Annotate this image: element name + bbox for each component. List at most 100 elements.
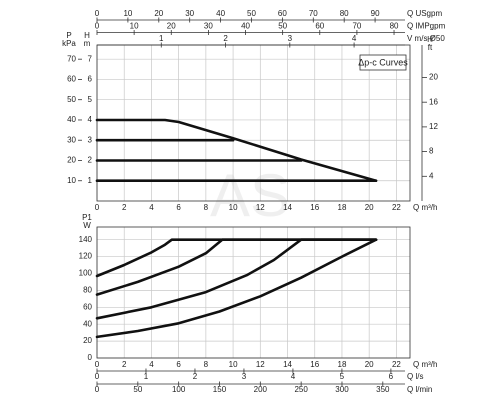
x-axis-label: Q m³/h (413, 203, 437, 212)
y2-tick-label: 12 (429, 122, 438, 131)
secondary-tick-label: 10 (130, 22, 139, 31)
y3-tick-label: 10 (67, 176, 76, 185)
y-tick-label: 7 (88, 54, 93, 63)
secondary-tick-label: 60 (315, 22, 324, 31)
secondary-tick-label: 20 (167, 22, 176, 31)
secondary-tick-label: 0 (95, 9, 100, 18)
x-tick-label: 16 (310, 203, 319, 212)
secondary-tick-label: 2 (223, 34, 228, 43)
x-axis-label: Q m³/h (413, 360, 437, 369)
x-tick-label: 6 (176, 203, 181, 212)
secondary-axis-label: V m/s Ø50 (407, 34, 445, 43)
secondary-tick-label: 6 (389, 372, 394, 381)
y2-tick-label: 4 (429, 171, 434, 180)
secondary-tick-label: 50 (247, 9, 256, 18)
y3-tick-label: 30 (67, 135, 76, 144)
x-tick-label: 22 (392, 360, 401, 369)
secondary-tick-label: 50 (133, 385, 142, 394)
x-tick-label: 4 (149, 203, 154, 212)
y-tick-label: 60 (83, 302, 92, 311)
curve (95, 238, 378, 339)
secondary-tick-label: 50 (278, 22, 287, 31)
secondary-tick-label: 20 (154, 9, 163, 18)
annotation: Δp-c Curves (358, 57, 408, 67)
plot-frame (96, 226, 411, 359)
y3-tick-label: 60 (67, 75, 76, 84)
x-tick-label: 18 (338, 360, 347, 369)
y3-tick-label: 50 (67, 95, 76, 104)
secondary-tick-label: 80 (340, 9, 349, 18)
secondary-tick-label: 3 (242, 372, 247, 381)
secondary-tick-label: 200 (254, 385, 268, 394)
x-tick-label: 0 (95, 360, 100, 369)
secondary-axis-label: Q USgpm (407, 9, 442, 18)
secondary-tick-label: 1 (159, 34, 164, 43)
annotation-box (359, 54, 407, 71)
y3-axis-label: kPa (62, 39, 76, 48)
y-axis-label: P1 (82, 213, 92, 222)
y-tick-label: 5 (88, 95, 93, 104)
y2-tick-label: 20 (429, 73, 438, 82)
y-tick-label: 20 (83, 336, 92, 345)
secondary-tick-label: 5 (340, 372, 345, 381)
x-tick-label: 12 (256, 360, 265, 369)
secondary-tick-label: 1 (144, 372, 149, 381)
y-tick-label: 40 (83, 319, 92, 328)
y-tick-label: 120 (79, 252, 93, 261)
y2-tick-label: 16 (429, 97, 438, 106)
x-tick-label: 8 (204, 203, 209, 212)
curve (95, 238, 378, 296)
y-axis-label: m (84, 39, 91, 48)
curve (95, 118, 378, 182)
x-tick-label: 12 (256, 203, 265, 212)
y3-tick-label: 20 (67, 156, 76, 165)
secondary-tick-label: 40 (216, 9, 225, 18)
secondary-tick-label: 150 (213, 385, 227, 394)
y-tick-label: 80 (83, 285, 92, 294)
y-axis-label: H (84, 31, 90, 40)
x-tick-label: 20 (365, 203, 374, 212)
secondary-axis-label: Q IMPgpm (407, 22, 446, 31)
secondary-axis-label: Q l/min (407, 385, 432, 394)
x-tick-label: 2 (122, 360, 127, 369)
x-tick-label: 2 (122, 203, 127, 212)
y-tick-label: 0 (88, 353, 93, 362)
secondary-tick-label: 30 (185, 9, 194, 18)
y-tick-label: 4 (88, 115, 93, 124)
x-tick-label: 14 (283, 360, 292, 369)
y2-tick-label: 8 (429, 147, 434, 156)
y-axis-label: W (83, 221, 91, 230)
y-tick-label: 3 (88, 135, 93, 144)
secondary-tick-label: 0 (95, 385, 100, 394)
x-tick-label: 6 (176, 360, 181, 369)
y-tick-label: 6 (88, 75, 93, 84)
y2-axis-label: H (427, 35, 433, 44)
watermark: AS (210, 162, 290, 229)
secondary-tick-label: 90 (371, 9, 380, 18)
secondary-tick-label: 300 (335, 385, 349, 394)
secondary-tick-label: 10 (123, 9, 132, 18)
secondary-tick-label: 2 (193, 372, 198, 381)
secondary-tick-label: 0 (95, 22, 100, 31)
y-tick-label: 140 (79, 235, 93, 244)
secondary-tick-label: 4 (352, 34, 357, 43)
secondary-tick-label: 40 (241, 22, 250, 31)
x-tick-label: 22 (392, 203, 401, 212)
x-tick-label: 10 (229, 360, 238, 369)
secondary-axis-label: Q l/s (407, 372, 423, 381)
y2-axis-label: ft (428, 43, 433, 52)
x-tick-label: 18 (338, 203, 347, 212)
secondary-tick-label: 0 (95, 372, 100, 381)
curve (95, 238, 378, 320)
secondary-tick-label: 30 (204, 22, 213, 31)
x-tick-label: 14 (283, 203, 292, 212)
x-tick-label: 10 (229, 203, 238, 212)
y-tick-label: 2 (88, 156, 93, 165)
secondary-tick-label: 4 (291, 372, 296, 381)
y-tick-label: 1 (88, 176, 93, 185)
y3-axis-label: P (66, 31, 71, 40)
y3-tick-label: 40 (67, 115, 76, 124)
x-tick-label: 8 (204, 360, 209, 369)
x-tick-label: 4 (149, 360, 154, 369)
